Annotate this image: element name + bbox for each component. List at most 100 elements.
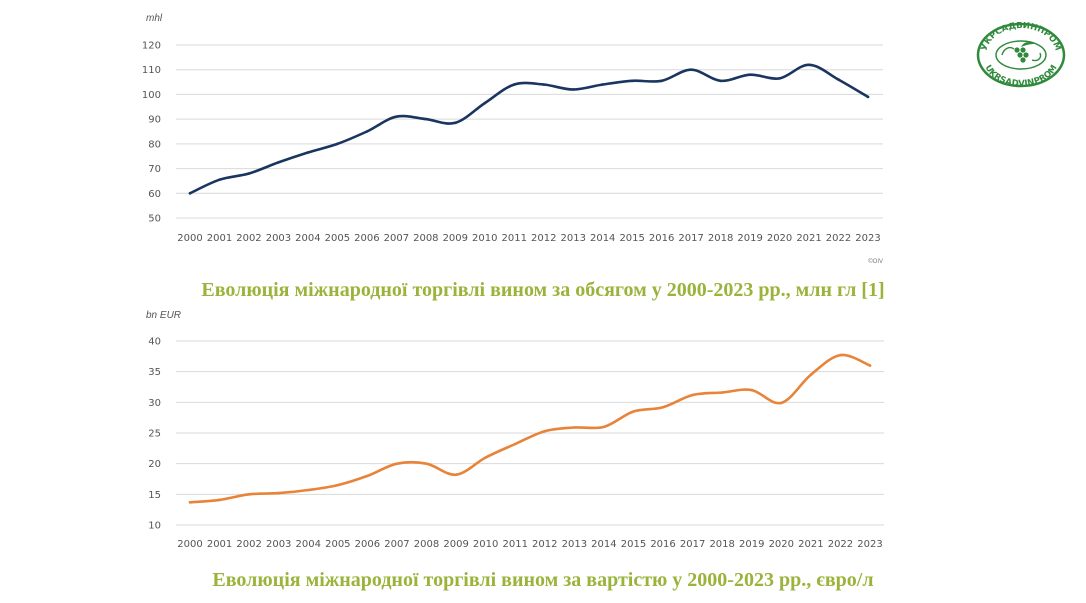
y-tick-label: 50 [148,214,161,225]
x-tick-label: 2022 [828,539,853,550]
chart-credit: ©OIV [868,258,883,265]
data-point [750,388,754,392]
data-point [778,77,781,80]
y-unit-label: mhl [146,13,163,24]
data-point [689,68,693,72]
series-line [188,63,870,195]
volume-chart: 50 60 70 80 90 100 110 120 2000 2001 2002 2003 2004 2… [142,13,883,265]
data-point [425,462,428,465]
data-point [454,121,457,125]
data-point [661,405,665,409]
x-tick-label: 2015 [619,233,644,244]
data-point [395,115,398,118]
data-point [366,474,369,478]
x-tick-label: 2001 [207,539,232,550]
x-tick-label: 2002 [236,233,261,244]
data-point [780,401,783,405]
data-point [306,488,310,492]
x-tick-label: 2023 [857,539,882,550]
data-point [513,442,517,446]
y-tick-label: 35 [148,367,161,378]
x-tick-label: 2008 [414,539,439,550]
x-tick-label: 2012 [532,539,557,550]
x-tick-label: 2000 [177,539,202,550]
data-point [188,501,192,504]
x-tick-label: 2008 [413,233,438,244]
data-point [218,178,221,181]
x-tick-label: 2019 [737,233,762,244]
y-tick-label: 110 [142,65,161,76]
x-tick-label: 2009 [443,233,468,244]
data-point [336,483,340,487]
y-tick-label: 120 [142,41,161,52]
x-tick-label: 2003 [266,233,291,244]
data-point [748,73,752,76]
x-tick-label: 2000 [177,233,202,244]
x-tick-label: 2011 [502,233,527,244]
x-tick-label: 2015 [621,539,646,550]
data-point [691,393,694,397]
data-point [484,456,487,459]
data-point [809,373,813,377]
y-tick-label: 70 [148,164,161,175]
x-tick-label: 2014 [590,233,615,244]
data-point [336,142,339,146]
x-tick-label: 2010 [473,539,498,550]
x-tick-label: 2017 [678,233,703,244]
x-tick-label: 2022 [826,233,851,244]
data-point [837,78,840,81]
x-tick-label: 2020 [767,233,792,244]
y-tick-label: 10 [148,521,161,532]
x-tick-label: 2009 [443,539,468,550]
y-tick-label: 80 [148,139,161,150]
x-tick-label: 2012 [531,233,556,244]
data-point [424,117,428,121]
y-tick-label: 100 [142,90,161,101]
x-tick-label: 2007 [384,233,409,244]
y-tick-label: 60 [148,189,161,200]
data-point [395,462,399,465]
x-tick-label: 2006 [355,539,380,550]
data-point [602,425,606,429]
y-tick-label: 40 [148,337,161,348]
x-tick-label: 2003 [266,539,291,550]
x-tick-label: 2023 [855,233,880,244]
data-point [632,410,635,413]
data-point [306,151,310,154]
x-tick-label: 2018 [709,539,734,550]
data-point [866,95,870,99]
y-tick-label: 90 [148,115,161,126]
data-point [720,391,724,394]
x-tick-label: 2019 [739,539,764,550]
x-tick-label: 2004 [296,539,321,550]
data-point [512,83,516,86]
x-tick-label: 2018 [708,233,733,244]
x-tick-label: 2021 [796,233,821,244]
data-point [807,63,811,67]
x-tick-label: 2020 [769,539,794,550]
x-tick-label: 2007 [384,539,409,550]
x-tick-label: 2013 [562,539,587,550]
x-tick-label: 2016 [650,539,675,550]
x-tick-label: 2002 [236,539,261,550]
value-chart: 10 15 20 25 30 35 40 2000 2001 2002 2003 2004 2005 20… [146,310,884,550]
volume-chart-caption: Еволюція міжнародної торгівлі вином за о… [201,279,885,301]
leaf-icon [1001,46,1042,62]
y-unit-label: bn EUR [146,310,181,321]
grape-icon [1014,42,1034,63]
y-tick-label: 15 [148,490,161,501]
data-point [601,83,604,86]
data-point [660,79,663,83]
y-tick-label: 25 [148,429,161,440]
data-point [188,191,192,195]
data-point [483,101,487,105]
data-point [365,130,369,133]
data-point [719,79,722,83]
data-point [247,172,251,175]
x-tick-label: 2011 [502,539,527,550]
data-point [277,161,280,164]
x-tick-label: 2016 [649,233,674,244]
data-point [573,426,576,429]
data-point [630,79,634,83]
